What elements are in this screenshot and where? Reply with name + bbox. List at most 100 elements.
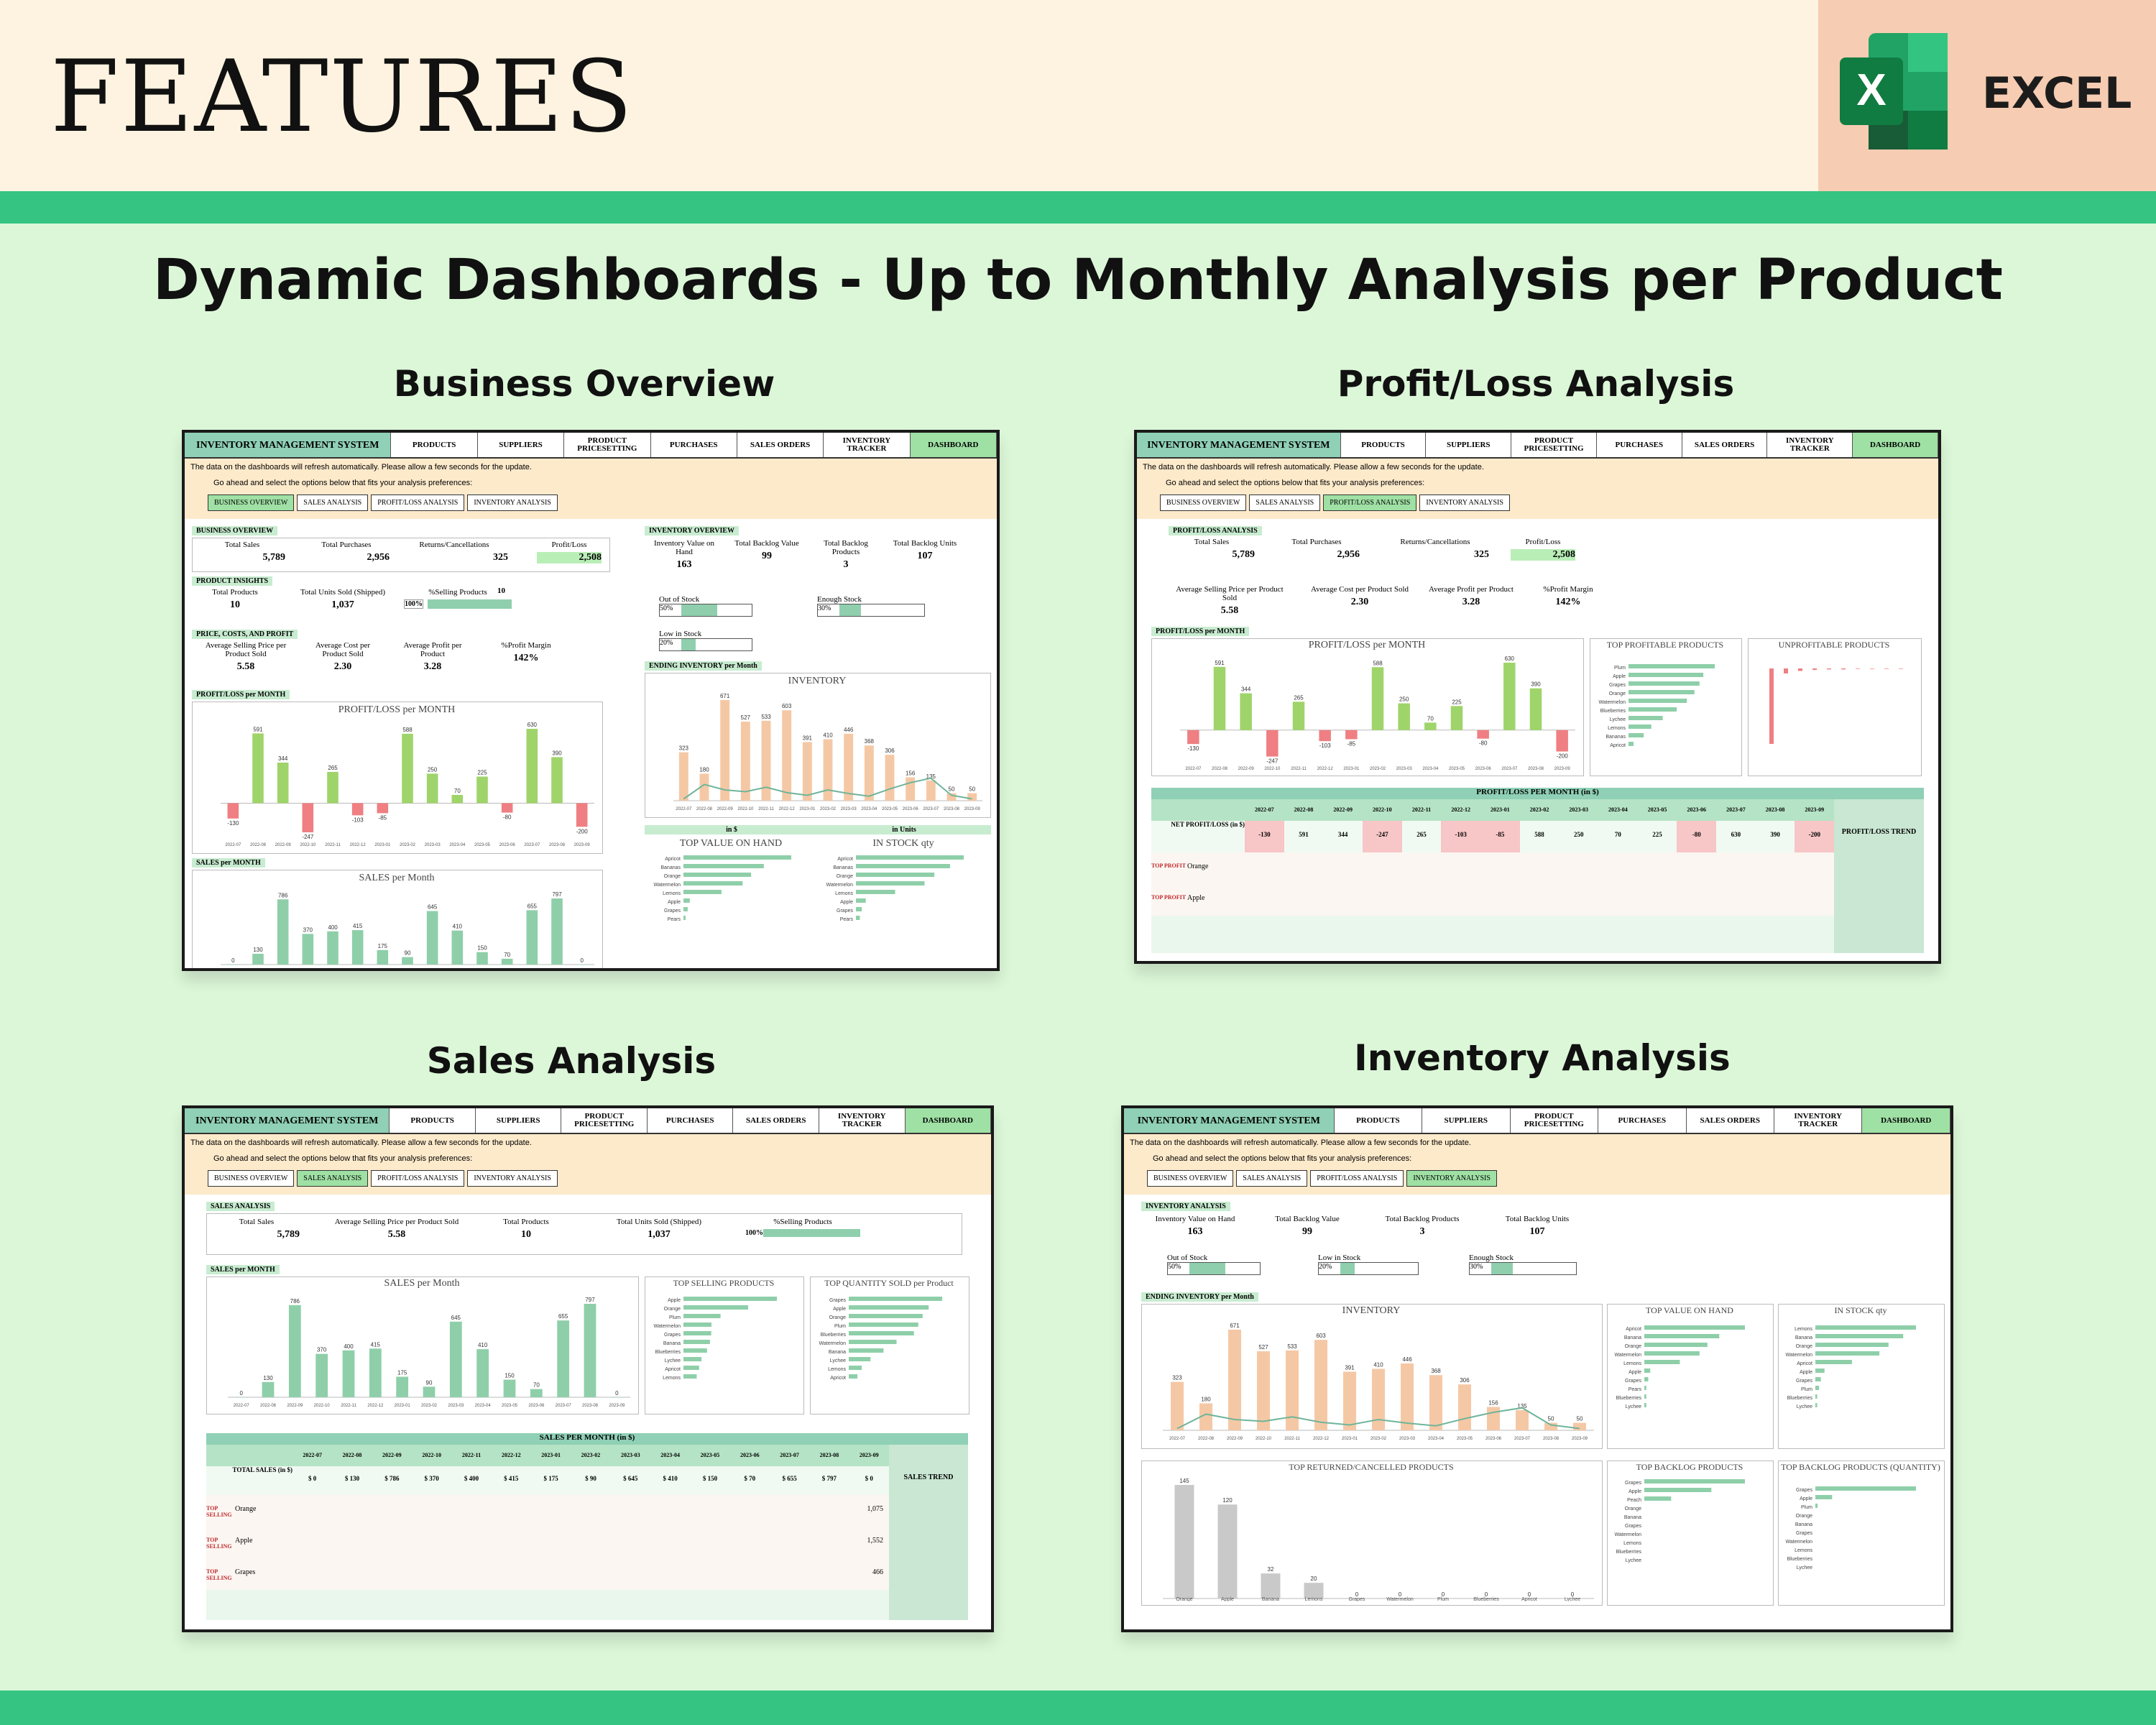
nav-suppliers[interactable]: SUPPLIERS <box>1422 1108 1511 1133</box>
inventory-overview-label: INVENTORY OVERVIEW <box>645 526 740 535</box>
tab-sales-analysis[interactable]: SALES ANALYSIS <box>297 1170 369 1187</box>
tick-label: Orange <box>837 874 853 879</box>
data-label: 410 <box>1373 1361 1383 1368</box>
top-value-title: TOP VALUE ON HAND <box>1646 1305 1733 1315</box>
nav-purchases[interactable]: PURCHASES <box>1596 433 1682 457</box>
nav-products[interactable]: PRODUCTS <box>1340 433 1427 457</box>
nav-suppliers[interactable]: SUPPLIERS <box>475 1108 562 1133</box>
table-cell: 2023-08 <box>1765 806 1785 813</box>
tab-inventory[interactable]: INVENTORY ANALYSIS <box>467 494 558 511</box>
data-label: 588 <box>1373 660 1383 666</box>
nav-ims[interactable]: INVENTORY MANAGEMENT SYSTEM <box>185 433 392 457</box>
nav-pricesetting[interactable]: PRODUCT PRICESETTING <box>1511 433 1597 457</box>
table-cell: $ 70 <box>744 1475 756 1482</box>
tick-label: 2023-09 <box>964 807 981 811</box>
data-label: 671 <box>1230 1322 1240 1329</box>
nav-sales-orders[interactable]: SALES ORDERS <box>1682 433 1768 457</box>
tab-business-overview[interactable]: BUSINESS OVERVIEW <box>1160 494 1247 511</box>
table-cell: 591 <box>1284 821 1324 852</box>
data-label: -103 <box>352 816 364 823</box>
chart-bar <box>576 803 588 827</box>
nav-sales-orders[interactable]: SALES ORDERS <box>733 1108 819 1133</box>
nav-sales-orders[interactable]: SALES ORDERS <box>1686 1108 1774 1133</box>
tick-label: 2023-05 <box>1449 767 1465 771</box>
chart-bar <box>849 1297 942 1301</box>
nav-products[interactable]: PRODUCTS <box>390 1108 476 1133</box>
refresh-note: The data on the dashboards will refresh … <box>1137 459 1938 519</box>
tab-business-overview[interactable]: BUSINESS OVERVIEW <box>1147 1170 1234 1187</box>
table-cell: 70 <box>1598 821 1638 852</box>
nav-purchases[interactable]: PURCHASES <box>650 433 737 457</box>
tab-business-overview[interactable]: BUSINESS OVERVIEW <box>208 1170 295 1187</box>
tab-profit-loss[interactable]: PROFIT/LOSS ANALYSIS <box>371 1170 465 1187</box>
data-label: 603 <box>1316 1333 1326 1339</box>
nav-products[interactable]: PRODUCTS <box>391 433 478 457</box>
data-label: 150 <box>477 945 487 952</box>
tick-label: 2023-04 <box>1428 1437 1445 1441</box>
nav-dashboard[interactable]: DASHBOARD <box>1853 433 1938 457</box>
data-label: 671 <box>720 693 730 699</box>
tab-sales-analysis[interactable]: SALES ANALYSIS <box>1236 1170 1308 1187</box>
price-costs-label: PRICE, COSTS, AND PROFIT <box>192 630 298 639</box>
tick-label: 2023-07 <box>556 1404 572 1408</box>
business-overview-panel: INVENTORY MANAGEMENT SYSTEM PRODUCTS SUP… <box>182 430 1000 971</box>
tick-label: Apricot <box>1521 1597 1537 1601</box>
data-label: 344 <box>278 755 288 762</box>
nav-pricesetting[interactable]: PRODUCT PRICESETTING <box>564 433 651 457</box>
chart-bar <box>720 700 730 801</box>
chart-bar <box>1628 742 1634 746</box>
nav-inventory-tracker[interactable]: INVENTORY TRACKER <box>819 1108 906 1133</box>
nav-inventory-tracker[interactable]: INVENTORY TRACKER <box>1767 433 1853 457</box>
data-label: 0 <box>239 1390 243 1397</box>
nav-dashboard[interactable]: DASHBOARD <box>910 433 997 457</box>
sales-analysis-label: SALES ANALYSIS <box>206 1202 275 1211</box>
nav-dashboard[interactable]: DASHBOARD <box>1862 1108 1950 1133</box>
backlog-box <box>1607 1460 1774 1606</box>
data-label: 591 <box>1215 660 1225 666</box>
tab-sales-analysis[interactable]: SALES ANALYSIS <box>1249 494 1321 511</box>
tab-profit-loss[interactable]: PROFIT/LOSS ANALYSIS <box>1323 494 1417 511</box>
tick-label: Grapes <box>1349 1597 1365 1601</box>
tab-profit-loss[interactable]: PROFIT/LOSS ANALYSIS <box>371 494 465 511</box>
top-profitable-box <box>1590 638 1742 776</box>
chart-bar <box>1815 1368 1825 1373</box>
tick-label: 2022-08 <box>260 1404 277 1408</box>
tab-inventory[interactable]: INVENTORY ANALYSIS <box>1419 494 1510 511</box>
table-cell: 2023-02 <box>581 1452 601 1458</box>
nav-inventory-tracker[interactable]: INVENTORY TRACKER <box>1774 1108 1863 1133</box>
tab-sales-analysis[interactable]: SALES ANALYSIS <box>297 494 369 511</box>
nav-pricesetting[interactable]: PRODUCT PRICESETTING <box>561 1108 648 1133</box>
nav-pricesetting[interactable]: PRODUCT PRICESETTING <box>1510 1108 1599 1133</box>
nav-inventory-tracker[interactable]: INVENTORY TRACKER <box>824 433 911 457</box>
nav-dashboard[interactable]: DASHBOARD <box>905 1108 991 1133</box>
table-cell: TOP SELLING <box>206 1537 232 1550</box>
tick-label: Apple <box>1628 1370 1641 1375</box>
tick-label: 2023-02 <box>1370 767 1386 771</box>
tab-inventory[interactable]: INVENTORY ANALYSIS <box>1406 1170 1497 1187</box>
nav-sales-orders[interactable]: SALES ORDERS <box>737 433 824 457</box>
nav-products[interactable]: PRODUCTS <box>1334 1108 1423 1133</box>
tab-inventory[interactable]: INVENTORY ANALYSIS <box>467 1170 558 1187</box>
stock-out: Out of Stock 50% <box>659 595 752 617</box>
nav-suppliers[interactable]: SUPPLIERS <box>1426 433 1512 457</box>
data-label: 180 <box>699 766 709 773</box>
nav-ims[interactable]: INVENTORY MANAGEMENT SYSTEM <box>185 1108 390 1133</box>
tick-label: Blueberries <box>1473 1597 1499 1601</box>
data-label: 591 <box>253 726 263 732</box>
nav-purchases[interactable]: PURCHASES <box>1598 1108 1687 1133</box>
tick-label: Lemons <box>1623 1361 1641 1366</box>
ending-inventory-label: ENDING INVENTORY per Month <box>1141 1292 1258 1302</box>
nav-purchases[interactable]: PURCHASES <box>647 1108 734 1133</box>
nav-ims[interactable]: INVENTORY MANAGEMENT SYSTEM <box>1137 433 1341 457</box>
pl-chart-box <box>1151 638 1584 776</box>
tick-label: Pears <box>668 917 681 922</box>
tab-business-overview[interactable]: BUSINESS OVERVIEW <box>208 494 295 511</box>
svg-text:X: X <box>1856 65 1886 115</box>
top-qty-chart: Grapes Apple Orange Plum Blueberries Watermel… <box>819 1297 942 1381</box>
tick-label: Watermelon <box>819 1341 847 1346</box>
nav-ims[interactable]: INVENTORY MANAGEMENT SYSTEM <box>1124 1108 1335 1133</box>
nav-suppliers[interactable]: SUPPLIERS <box>477 433 565 457</box>
chart-bar <box>740 722 750 801</box>
tick-label: Lychee <box>1797 1404 1812 1409</box>
tab-profit-loss[interactable]: PROFIT/LOSS ANALYSIS <box>1310 1170 1404 1187</box>
